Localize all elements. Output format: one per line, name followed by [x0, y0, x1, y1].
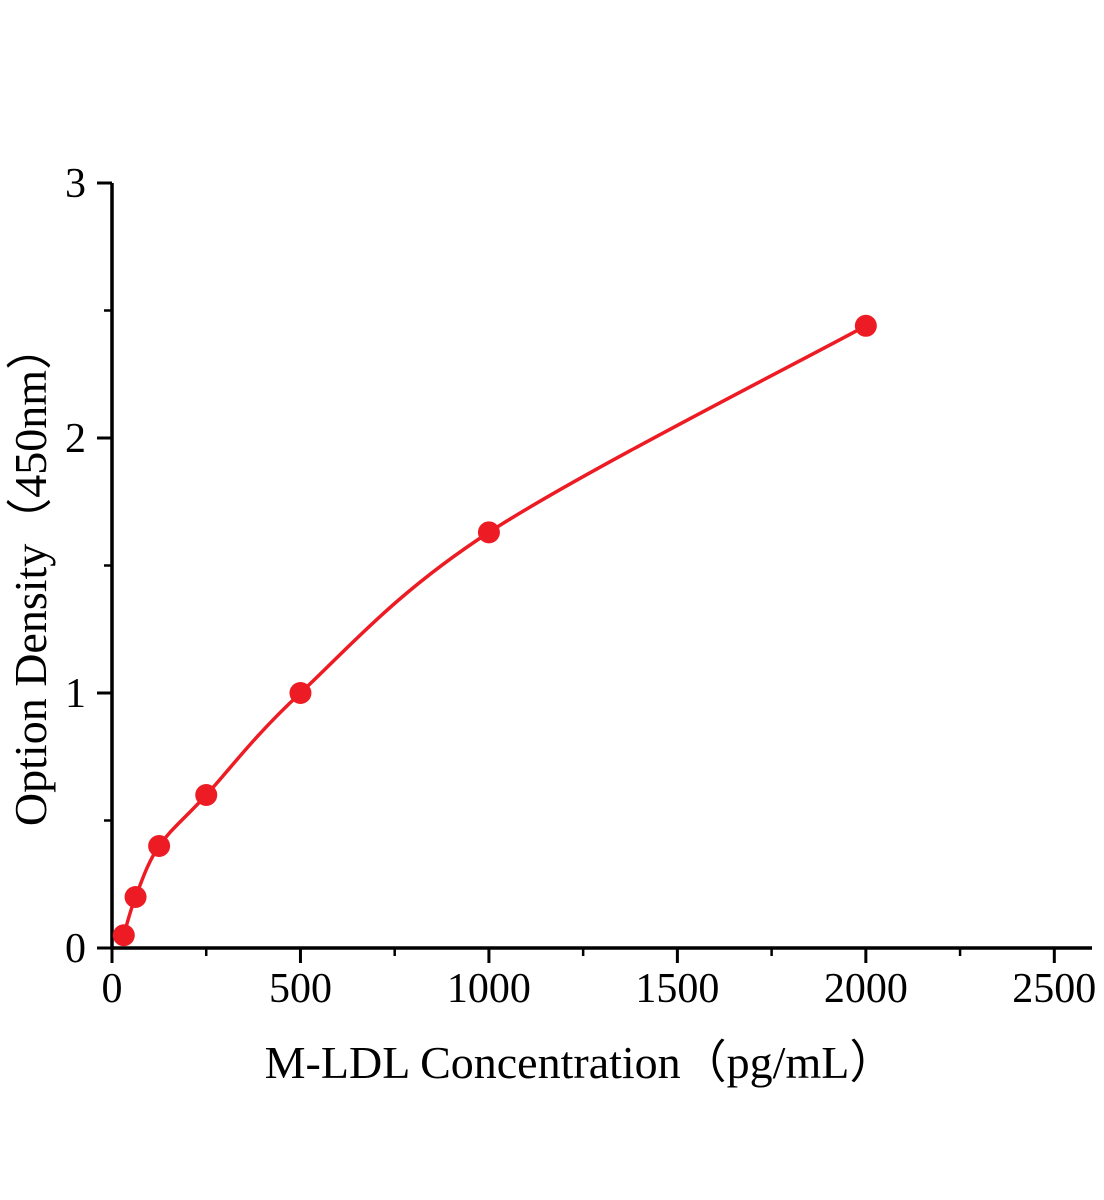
y-tick-label: 0: [65, 926, 86, 972]
y-axis-label: Option Density（450nm）: [5, 324, 56, 826]
plot-layer: 0 500 1000 1500 2000 2500 0 1 2 3: [65, 161, 1096, 1012]
data-point-marker: [289, 682, 312, 704]
x-tick-label: 500: [269, 966, 332, 1012]
data-point-marker: [854, 314, 877, 337]
x-tick-label: 1500: [635, 966, 719, 1012]
x-tick-label: 2500: [1012, 966, 1096, 1012]
x-tick-label: 0: [102, 966, 123, 1012]
axis-spines: [110, 183, 1092, 950]
x-axis-label: M-LDL Concentration（pg/mL）: [265, 1037, 896, 1088]
x-tick-label: 1000: [447, 966, 531, 1012]
data-point-marker: [112, 924, 135, 947]
data-point-marker: [148, 835, 171, 857]
data-point-marker: [477, 521, 500, 544]
y-tick-label: 3: [65, 161, 86, 207]
y-tick-label: 2: [65, 416, 86, 462]
data-point-marker: [124, 886, 147, 908]
x-tick-label: 2000: [824, 966, 908, 1012]
standard-curve-line: [122, 324, 868, 937]
y-tick-label: 1: [65, 671, 86, 717]
data-point-marker: [195, 784, 218, 806]
